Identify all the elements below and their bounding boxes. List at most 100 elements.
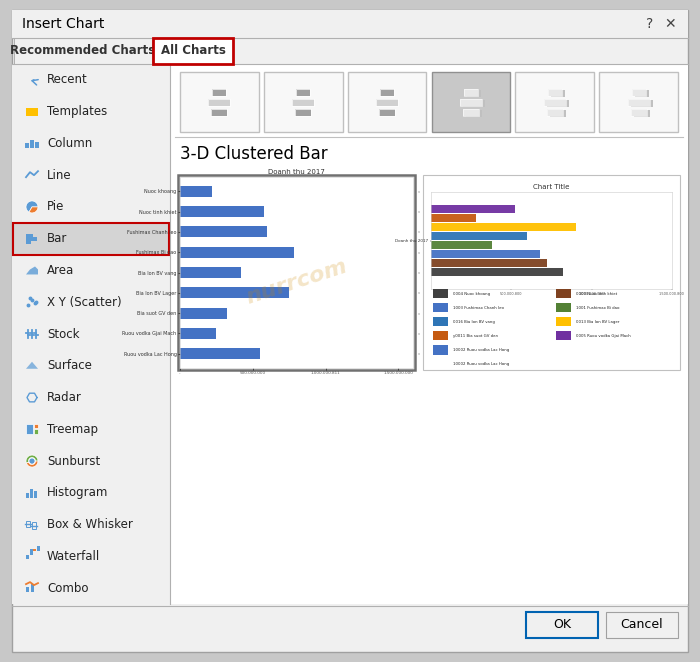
Bar bbox=[13, 223, 169, 255]
Text: Waterfall: Waterfall bbox=[47, 550, 100, 563]
Bar bbox=[433, 289, 448, 299]
Text: 10002 Ruou vodka Lac Hong: 10002 Ruou vodka Lac Hong bbox=[453, 362, 509, 366]
Bar bbox=[431, 223, 575, 231]
Text: Surface: Surface bbox=[47, 359, 92, 372]
Text: Pie: Pie bbox=[47, 201, 64, 213]
Wedge shape bbox=[26, 455, 38, 463]
Bar bbox=[26, 234, 33, 238]
Bar bbox=[467, 90, 481, 97]
Text: 10002 Ruou vodka Lac Hong: 10002 Ruou vodka Lac Hong bbox=[453, 348, 509, 352]
Bar bbox=[180, 72, 259, 132]
Bar bbox=[25, 587, 29, 592]
Bar bbox=[599, 72, 678, 132]
Text: Bar: Bar bbox=[47, 232, 67, 245]
Text: Radar: Radar bbox=[47, 391, 82, 404]
Bar bbox=[634, 110, 650, 117]
Text: Histogram: Histogram bbox=[47, 487, 108, 499]
Bar bbox=[515, 72, 594, 132]
Text: 0016 Bia lon BV vang: 0016 Bia lon BV vang bbox=[453, 320, 495, 324]
Bar bbox=[34, 429, 38, 434]
Bar bbox=[14, 38, 152, 64]
Bar bbox=[526, 612, 598, 638]
Bar bbox=[460, 99, 482, 105]
Bar bbox=[12, 10, 688, 38]
Bar bbox=[264, 72, 343, 132]
Bar bbox=[295, 109, 312, 115]
Bar bbox=[26, 240, 31, 244]
Bar bbox=[463, 109, 479, 115]
Bar bbox=[464, 89, 478, 95]
Polygon shape bbox=[26, 267, 38, 275]
Bar bbox=[211, 109, 228, 115]
Bar bbox=[635, 90, 649, 97]
Text: Sunburst: Sunburst bbox=[47, 455, 100, 467]
Bar bbox=[423, 175, 680, 370]
Bar bbox=[26, 520, 30, 526]
Bar bbox=[431, 250, 540, 258]
Bar bbox=[379, 109, 395, 115]
Bar bbox=[431, 205, 514, 213]
Bar bbox=[433, 345, 448, 355]
Wedge shape bbox=[27, 461, 38, 467]
Bar bbox=[35, 142, 39, 148]
Bar bbox=[180, 185, 212, 197]
Bar bbox=[380, 89, 394, 95]
Bar bbox=[556, 317, 571, 326]
Text: Recommended Charts: Recommended Charts bbox=[10, 44, 155, 58]
Bar bbox=[547, 100, 568, 107]
Bar bbox=[544, 99, 566, 105]
Bar bbox=[556, 303, 571, 312]
Text: Cancel: Cancel bbox=[621, 618, 664, 632]
Text: Treemap: Treemap bbox=[47, 423, 98, 436]
Bar bbox=[431, 232, 527, 240]
Text: Templates: Templates bbox=[47, 105, 107, 118]
Bar bbox=[180, 348, 260, 359]
Bar bbox=[180, 226, 267, 238]
Bar bbox=[178, 175, 415, 370]
Text: OK: OK bbox=[553, 618, 571, 632]
Title: Chart Title: Chart Title bbox=[533, 184, 570, 190]
Bar bbox=[431, 214, 476, 222]
Text: ✕: ✕ bbox=[664, 17, 676, 31]
Bar bbox=[153, 38, 233, 64]
Bar bbox=[628, 99, 650, 105]
Bar bbox=[431, 268, 563, 276]
Text: Area: Area bbox=[47, 264, 74, 277]
Bar bbox=[31, 584, 34, 592]
Bar bbox=[296, 89, 310, 95]
Bar bbox=[348, 72, 426, 132]
Bar bbox=[544, 99, 566, 105]
Bar bbox=[180, 308, 227, 318]
Bar bbox=[551, 90, 565, 97]
Bar bbox=[376, 99, 398, 105]
Bar bbox=[433, 317, 448, 326]
Bar bbox=[12, 64, 170, 604]
Bar bbox=[631, 100, 652, 107]
Bar bbox=[209, 99, 230, 105]
Bar bbox=[556, 289, 571, 299]
Bar bbox=[212, 89, 226, 95]
Bar bbox=[180, 206, 265, 217]
Text: Box & Whisker: Box & Whisker bbox=[47, 518, 133, 531]
Bar bbox=[463, 100, 485, 107]
Bar bbox=[29, 549, 32, 555]
Bar bbox=[34, 491, 36, 498]
Text: 0004 Nuoc khoang: 0004 Nuoc khoang bbox=[453, 292, 490, 296]
Bar bbox=[628, 99, 650, 105]
Bar bbox=[431, 241, 492, 249]
Text: Column: Column bbox=[47, 137, 92, 150]
Bar bbox=[463, 109, 479, 115]
Bar bbox=[293, 99, 314, 105]
Bar bbox=[34, 424, 38, 428]
Bar bbox=[379, 109, 395, 115]
Text: 1001 Fushimax Bi dao: 1001 Fushimax Bi dao bbox=[576, 306, 620, 310]
Bar bbox=[26, 237, 37, 241]
Bar bbox=[431, 259, 547, 267]
Bar bbox=[380, 89, 394, 95]
Text: Line: Line bbox=[47, 169, 71, 181]
Bar bbox=[550, 110, 566, 117]
Bar bbox=[464, 89, 478, 95]
Text: ?: ? bbox=[646, 17, 654, 31]
Bar bbox=[33, 549, 36, 551]
Bar bbox=[30, 140, 34, 148]
